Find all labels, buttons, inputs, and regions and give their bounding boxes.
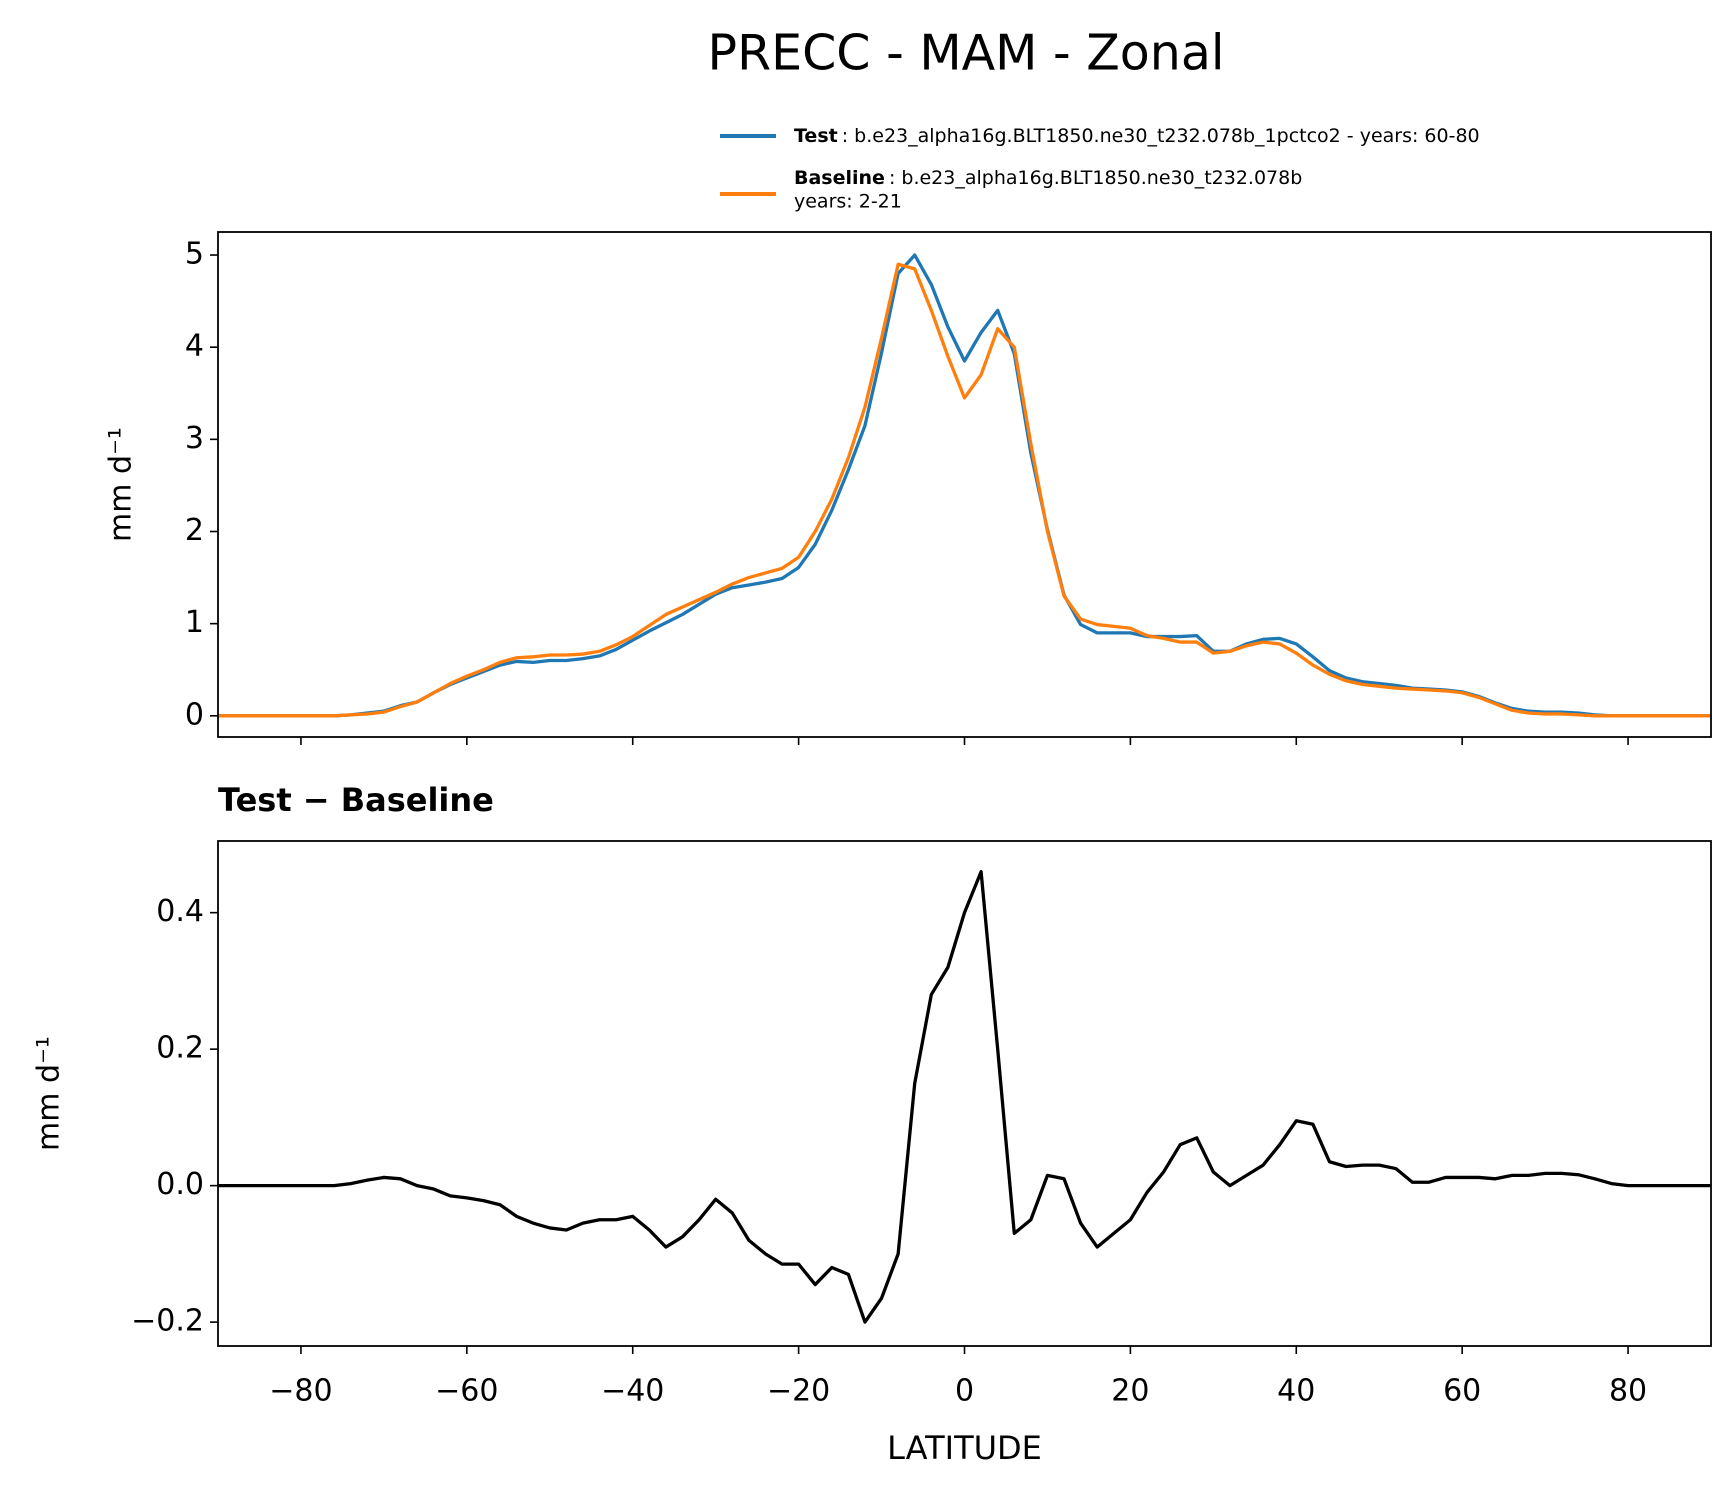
data-line [218, 262, 1711, 718]
data-line [218, 253, 1711, 718]
data-line [218, 870, 1711, 1324]
y-axis-label: mm d⁻¹ [32, 1036, 67, 1151]
x-tick-label: 40 [1277, 1374, 1315, 1409]
figure-title: PRECC - MAM - Zonal [708, 25, 1225, 82]
y-tick-label: −0.2 [131, 1304, 204, 1339]
x-tick-label: 20 [1111, 1374, 1149, 1409]
y-tick-label: 2 [185, 513, 204, 548]
y-tick-label: 4 [185, 329, 204, 364]
y-tick-label: 0.2 [156, 1031, 204, 1066]
y-axis-label: mm d⁻¹ [104, 427, 139, 542]
legend-name: Test [794, 125, 838, 147]
y-tick-label: 0.0 [156, 1167, 204, 1202]
x-tick-label: −60 [435, 1374, 498, 1409]
x-tick-label: 0 [955, 1374, 974, 1409]
x-tick-label: 80 [1609, 1374, 1647, 1409]
legend-description: : b.e23_alpha16g.BLT1850.ne30_t232.078b_… [842, 125, 1480, 147]
legend-description: years: 2-21 [794, 191, 902, 213]
axes-frame [217, 840, 1712, 1347]
subplot-title: Test − Baseline [218, 781, 494, 819]
legend-name: Baseline [794, 167, 885, 189]
plot-area [218, 870, 1711, 1324]
y-tick-label: 0 [185, 697, 204, 732]
x-tick-label: −20 [767, 1374, 830, 1409]
x-tick-label: 60 [1443, 1374, 1481, 1409]
y-tick-label: 3 [185, 421, 204, 456]
axes-frame [217, 231, 1712, 738]
legend-label: Test: b.e23_alpha16g.BLT1850.ne30_t232.0… [794, 125, 1480, 147]
legend-description: : b.e23_alpha16g.BLT1850.ne30_t232.078b [889, 167, 1302, 189]
y-tick-label: 5 [185, 237, 204, 272]
x-tick-label: −80 [269, 1374, 332, 1409]
y-tick-label: 1 [185, 605, 204, 640]
y-tick-label: 0.4 [156, 894, 204, 929]
plot-area [218, 253, 1711, 718]
x-tick-label: −40 [601, 1374, 664, 1409]
x-axis-label: LATITUDE [887, 1429, 1042, 1467]
legend-label: Baseline: b.e23_alpha16g.BLT1850.ne30_t2… [794, 167, 1302, 189]
